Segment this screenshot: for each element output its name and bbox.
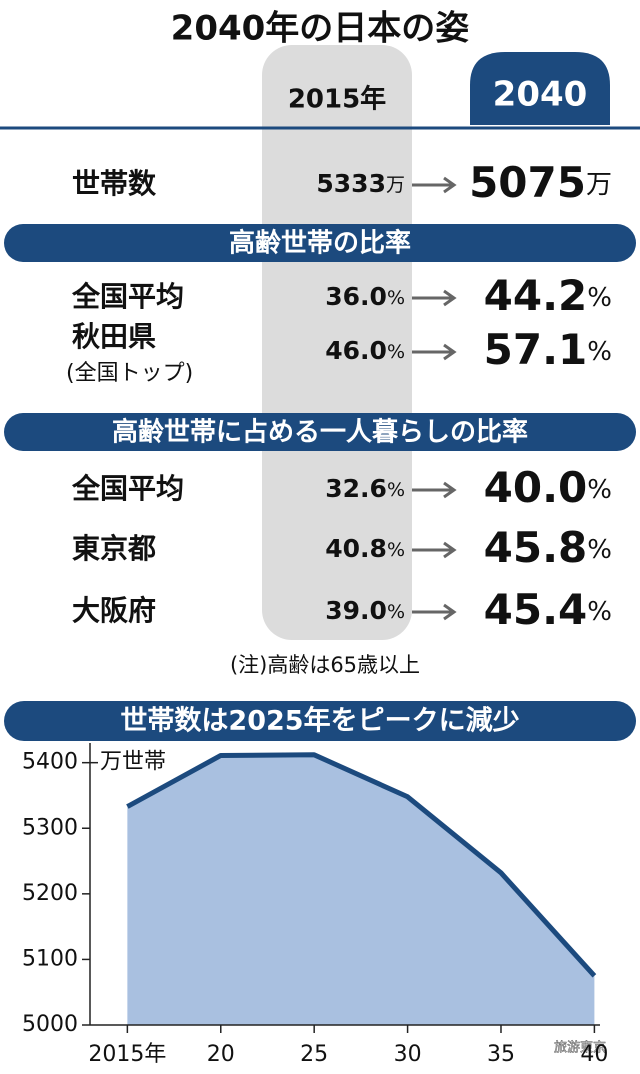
column-2040 [470,52,610,125]
row-label: 世帯数 [72,167,157,200]
value-after: 45.4% [484,585,612,634]
value-before: 36.0% [325,282,405,311]
x-tick-label: 2015年 [88,1042,166,1067]
section-heading: 高齢世帯の比率 [229,228,411,259]
unit: % [587,283,612,313]
line [126,752,597,978]
unit: % [387,479,405,501]
x-tick-label: 20 [207,1042,235,1067]
value: 46.0 [325,336,387,365]
watermark: 旅游東京 [554,1040,606,1056]
value: 44.2 [484,271,588,320]
chart-title: 世帯数は2025年をピークに減少 [120,705,519,737]
arrow-head [443,176,457,194]
row-label: 東京都 [72,532,156,565]
area [127,754,595,1025]
title: 2040年の日本の姿 [171,9,470,49]
unit: % [387,341,405,363]
y-tick-label: 5100 [22,946,78,971]
y-tick-label: 5300 [22,815,78,840]
value-before: 5333万 [316,169,405,198]
value-before: 39.0% [325,596,405,625]
value: 45.4 [484,585,588,634]
unit: % [587,597,612,627]
value-after: 57.1% [484,325,612,374]
x-tick-label: 40 [580,1042,608,1067]
value-after: 45.8% [484,523,612,572]
section-bar [4,224,636,262]
row-sublabel: (全国トップ) [66,361,193,386]
value: 57.1 [484,325,588,374]
value: 32.6 [325,474,387,503]
value: 45.8 [484,523,588,572]
row-label: 全国平均 [71,472,184,505]
value: 40.8 [325,534,387,563]
x-tick-label: 25 [300,1042,328,1067]
value: 39.0 [325,596,387,625]
row-label: 大阪府 [72,594,156,627]
arrow-head [443,481,457,499]
unit: % [387,287,405,309]
row-label: 秋田県 [72,320,156,353]
unit: % [387,539,405,561]
col-before: 2015年 [288,84,386,115]
arrow-head [443,289,457,307]
value: 36.0 [325,282,387,311]
unit: 万 [386,174,405,196]
arrow-head [443,541,457,559]
value: 5333 [316,169,386,198]
unit: % [587,475,612,505]
unit: 万 [586,170,612,200]
y-tick-label: 5000 [22,1012,78,1037]
note: (注)高齢は65歳以上 [230,653,420,677]
x-tick-label: 30 [394,1042,422,1067]
unit: % [587,535,612,565]
chart-title-bar [4,701,636,741]
value-before: 46.0% [325,336,405,365]
column-2015 [262,45,412,640]
value: 40.0 [484,463,588,512]
arrow-head [443,603,457,621]
value-after: 44.2% [484,271,612,320]
value-after: 40.0% [484,463,612,512]
value: 5075 [469,158,586,207]
row-label: 全国平均 [71,280,184,313]
y-axis-label: 万世帯 [100,750,166,775]
y-tick-label: 5200 [22,881,78,906]
unit: % [587,337,612,367]
section-bar [4,413,636,451]
col-after: 2040 [493,75,588,115]
unit: % [387,601,405,623]
arrow-head [443,343,457,361]
section-heading: 高齢世帯に占める一人暮らしの比率 [112,417,528,448]
y-tick-label: 5400 [22,750,78,775]
value-before: 40.8% [325,534,405,563]
value-after: 5075万 [469,158,612,207]
x-tick-label: 35 [487,1042,515,1067]
value-before: 32.6% [325,474,405,503]
